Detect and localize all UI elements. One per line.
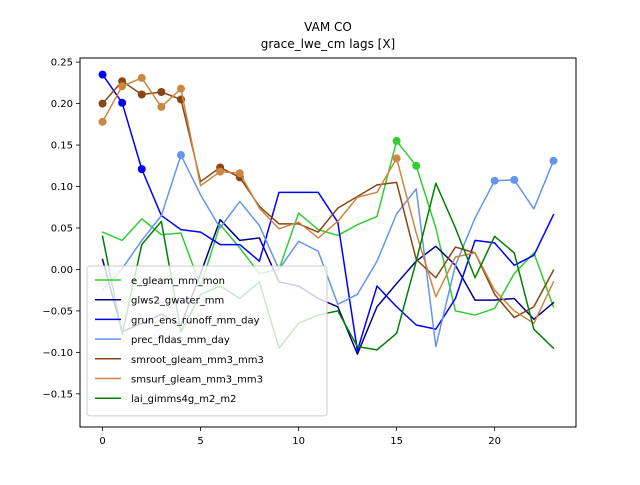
chart-title: VAM CO [304,20,352,34]
series-marker-smsurf_gleam_mm3_mm3-3 [157,102,166,111]
legend-label-lai_gimms4g_m2_m2: lai_gimms4g_m2_m2 [131,394,236,405]
series-marker-smroot_gleam_mm3_mm3-3 [157,87,166,96]
series-line-grun_ens_runoff_mm_day [101,73,555,352]
y-tick-label: 0.00 [51,265,73,276]
legend-label-smroot_gleam_mm3_mm3: smroot_gleam_mm3_mm3 [131,355,264,366]
x-tick-label: 20 [488,436,501,447]
legend-box [86,265,328,417]
y-tick-label: −0.15 [42,389,73,400]
series-marker-prec_fldas_mm_day-23 [549,156,558,165]
series-marker-smsurf_gleam_mm3_mm3-15 [392,154,401,163]
series-marker-smsurf_gleam_mm3_mm3-2 [137,73,146,82]
series-marker-prec_fldas_mm_day-20 [490,176,499,185]
series-marker-grun_ens_runoff_mm_day-1 [118,98,127,107]
y-tick-label: 0.05 [51,223,73,234]
y-tick-label: 0.15 [51,141,73,152]
y-tick-label: −0.10 [42,348,73,359]
series-marker-smsurf_gleam_mm3_mm3-6 [216,167,225,176]
x-tick-label: 5 [197,436,203,447]
x-tick-label: 10 [292,436,305,447]
series-marker-e_gleam_mm_mon-16 [412,161,421,170]
series-marker-prec_fldas_mm_day-4 [176,151,185,160]
axis-ticks: 0 5 10 15 20 −0.15 −0.10 −0.05 0.00 0.05 0.10 0.15 0… [42,58,501,447]
y-tick-label: −0.05 [42,306,73,317]
series-marker-smsurf_gleam_mm3_mm3-1 [118,82,127,91]
x-tick-label: 15 [390,436,403,447]
y-tick-label: 0.20 [51,99,73,110]
series-line-e_gleam_mm_mon [101,140,555,316]
series-marker-prec_fldas_mm_day-21 [510,175,519,184]
series-marker-e_gleam_mm_mon-15 [392,136,401,145]
series-marker-grun_ens_runoff_mm_day-0 [98,70,107,79]
series-marker-smroot_gleam_mm3_mm3-0 [98,99,107,108]
series-marker-smsurf_gleam_mm3_mm3-7 [235,169,244,178]
legend-label-grun_ens_runoff_mm_day: grun_ens_runoff_mm_day [131,315,260,326]
series-marker-smsurf_gleam_mm3_mm3-0 [98,117,107,126]
series-marker-smroot_gleam_mm3_mm3-2 [137,90,146,99]
series-marker-smsurf_gleam_mm3_mm3-4 [176,84,185,93]
chart-subtitle: grace_lwe_cm lags [X] [261,37,395,51]
plot-area-frame [79,57,577,428]
legend-label-smsurf_gleam_mm3_mm3: smsurf_gleam_mm3_mm3 [131,375,263,386]
series-line-prec_fldas_mm_day [101,154,555,348]
series-marker-grun_ens_runoff_mm_day-2 [137,165,146,174]
y-tick-label: 0.25 [51,58,73,69]
legend-label-e_gleam_mm_mon: e_gleam_mm_mon [131,276,225,287]
series-line-smsurf_gleam_mm3_mm3 [101,77,555,325]
y-tick-label: 0.10 [51,182,73,193]
legend-label-glws2_gwater_mm: glws2_gwater_mm [131,296,224,307]
legend: e_gleam_mm_mon glws2_gwater_mm grun_ens_ru… [86,265,328,417]
series-layer [98,70,558,355]
legend-label-prec_fldas_mm_day: prec_fldas_mm_day [131,335,230,346]
x-tick-label: 0 [99,436,105,447]
